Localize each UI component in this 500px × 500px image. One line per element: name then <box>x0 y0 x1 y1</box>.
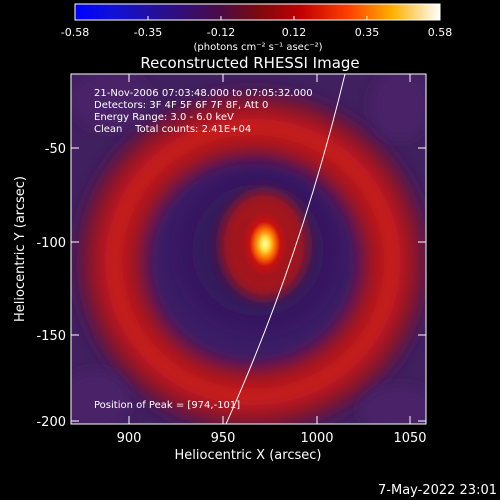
y-tick-label: -100 <box>36 236 66 251</box>
x-tick-label: 900 <box>117 431 142 446</box>
colorbar-tick-label: -0.12 <box>207 26 235 39</box>
colorbar-tick-label: 0.12 <box>282 26 307 39</box>
corner-patch <box>71 74 150 130</box>
annotation-energy-range: Energy Range: 3.0 - 6.0 keV <box>94 112 234 123</box>
plot-title: Reconstructed RHESSI Image <box>140 54 359 72</box>
corner-patch <box>360 385 426 424</box>
y-tick-label: -150 <box>36 329 66 344</box>
annotation-total-counts: Clean Total counts: 2.41E+04 <box>94 124 251 135</box>
annotation-detectors: Detectors: 3F 4F 5F 6F 7F 8F, Att 0 <box>94 100 268 111</box>
source-core <box>243 212 287 276</box>
corner-patch <box>370 74 426 140</box>
colorbar-tick-label: 0.35 <box>355 26 380 39</box>
plot-frame <box>70 73 427 425</box>
rhessi-image <box>71 74 426 424</box>
x-tick-label: 1050 <box>393 431 426 446</box>
y-tick-label: -200 <box>36 415 66 430</box>
colorbar-gradient <box>74 3 441 21</box>
annotation-block: 21-Nov-2006 07:03:48.000 to 07:05:32.000… <box>94 88 313 135</box>
y-axis-label: Heliocentric Y (arcsec) <box>13 176 28 322</box>
x-axis-label: Heliocentric X (arcsec) <box>175 448 322 463</box>
y-tick-label: -50 <box>45 142 66 157</box>
colorbar-tick-label: -0.58 <box>61 26 89 39</box>
colorbar-units: (photons cm⁻² s⁻¹ asec⁻²) <box>193 42 322 53</box>
annotation-time-range: 21-Nov-2006 07:03:48.000 to 07:05:32.000 <box>94 88 313 99</box>
footer-timestamp: 7-May-2022 23:01 <box>378 483 497 498</box>
x-tick-label: 950 <box>211 431 236 446</box>
x-tick-label: 1000 <box>300 431 333 446</box>
annotation-peak-position: Position of Peak = [974,-101] <box>94 400 240 411</box>
y-axis-ticks <box>71 147 426 422</box>
colorbar-ticks <box>74 16 441 20</box>
solar-limb <box>225 74 346 424</box>
colorbar-tick-label: 0.58 <box>428 26 453 39</box>
colorbar: -0.58 -0.35 -0.12 0.12 0.35 0.58 (photon… <box>61 3 453 53</box>
corner-patch <box>71 370 130 424</box>
x-axis-ticks <box>128 74 411 424</box>
colorbar-tick-label: -0.35 <box>134 26 162 39</box>
